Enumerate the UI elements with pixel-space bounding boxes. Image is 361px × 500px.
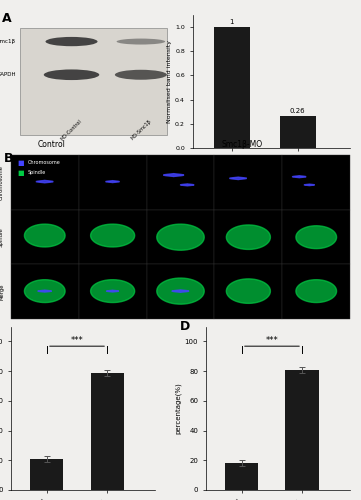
Text: Chromosome: Chromosome <box>28 160 61 166</box>
Text: Smc1β-MO: Smc1β-MO <box>221 140 262 149</box>
Bar <box>147 210 214 264</box>
Bar <box>79 156 147 210</box>
Text: 0.26: 0.26 <box>290 108 305 114</box>
Text: GAPDH: GAPDH <box>0 72 16 78</box>
Bar <box>11 264 79 319</box>
Polygon shape <box>38 290 52 292</box>
Bar <box>11 210 79 264</box>
Text: ***: *** <box>71 336 83 344</box>
Polygon shape <box>157 278 204 304</box>
Polygon shape <box>91 224 135 247</box>
Text: Merge: Merge <box>0 284 4 300</box>
Bar <box>11 156 79 210</box>
Text: Spindle: Spindle <box>0 228 4 247</box>
Text: D: D <box>180 320 190 333</box>
Text: Spindle: Spindle <box>28 170 46 175</box>
Bar <box>279 116 316 148</box>
Polygon shape <box>157 224 204 250</box>
Polygon shape <box>226 225 270 250</box>
Ellipse shape <box>117 38 165 44</box>
Polygon shape <box>304 184 314 186</box>
Bar <box>286 370 319 490</box>
Polygon shape <box>180 184 194 186</box>
Bar <box>214 156 282 210</box>
Polygon shape <box>172 290 189 292</box>
Bar <box>79 264 147 319</box>
Bar <box>225 464 258 490</box>
Polygon shape <box>296 280 336 302</box>
Polygon shape <box>36 180 53 183</box>
Polygon shape <box>106 180 119 182</box>
Text: ■: ■ <box>18 170 24 176</box>
Bar <box>282 156 350 210</box>
FancyBboxPatch shape <box>19 28 167 134</box>
Polygon shape <box>293 176 306 178</box>
Bar <box>214 27 250 148</box>
Polygon shape <box>25 280 65 302</box>
Polygon shape <box>230 177 247 180</box>
Bar <box>214 210 282 264</box>
Polygon shape <box>25 224 65 247</box>
Text: ■: ■ <box>18 160 24 166</box>
Bar <box>79 210 147 264</box>
Polygon shape <box>106 290 119 292</box>
Text: Chromosome: Chromosome <box>0 165 4 200</box>
Bar <box>91 372 123 490</box>
Bar <box>147 156 214 210</box>
Text: MO-Control: MO-Control <box>60 118 83 142</box>
Text: A: A <box>2 12 12 26</box>
Bar <box>30 459 64 490</box>
Polygon shape <box>226 279 270 303</box>
Bar <box>214 264 282 319</box>
Bar <box>147 264 214 319</box>
Ellipse shape <box>45 37 97 46</box>
Text: Control: Control <box>38 140 65 149</box>
Ellipse shape <box>44 70 99 80</box>
Text: Smc1β: Smc1β <box>0 39 16 44</box>
Y-axis label: percentage(%): percentage(%) <box>175 382 182 434</box>
Text: B: B <box>4 152 14 165</box>
Bar <box>282 264 350 319</box>
Ellipse shape <box>115 70 167 80</box>
Y-axis label: Normalised band intensity: Normalised band intensity <box>167 40 172 123</box>
Polygon shape <box>164 174 184 176</box>
Text: 1: 1 <box>230 18 234 24</box>
Text: ***: *** <box>266 336 278 344</box>
Polygon shape <box>91 280 135 302</box>
Polygon shape <box>296 226 336 248</box>
Bar <box>282 210 350 264</box>
Text: MO-Smc1β: MO-Smc1β <box>130 118 152 141</box>
